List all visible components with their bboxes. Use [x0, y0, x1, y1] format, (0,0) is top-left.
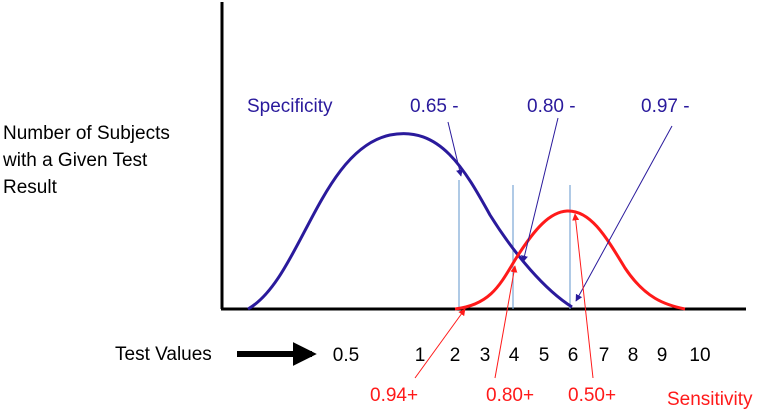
sensitivity-curve [454, 209, 686, 311]
y-axis-label-line-2: with a Given Test [2, 150, 148, 171]
tick-label: 5 [539, 345, 550, 366]
specificity-value-3: 0.97 - [641, 96, 690, 117]
sensitivity-value-3: 0.50+ [568, 385, 616, 406]
sensitivity-arrow-2 [494, 265, 518, 379]
tick-label: 10 [689, 345, 710, 366]
tick-labels: 0.5 1 2 3 4 5 6 7 8 9 10 [333, 345, 711, 366]
specificity-legend: Specificity [247, 96, 333, 117]
sensitivity-value-1: 0.94+ [370, 385, 418, 406]
sensitivity-arrow-3 [572, 213, 594, 379]
sensitivity-value-2: 0.80+ [486, 385, 534, 406]
tick-label: 0.5 [333, 345, 359, 366]
y-axis-label-line-1: Number of Subjects [3, 123, 170, 144]
specificity-arrow-3 [575, 125, 673, 302]
y-axis-label-line-3: Result [3, 177, 58, 198]
sensitivity-arrow-1 [414, 308, 466, 379]
tick-label: 4 [509, 345, 520, 366]
tick-label: 6 [568, 345, 579, 366]
tick-label: 8 [628, 345, 639, 366]
specificity-curve [247, 132, 573, 311]
tick-label: 1 [415, 345, 426, 366]
x-axis-label: Test Values [115, 344, 212, 365]
specificity-arrow-1 [447, 121, 463, 177]
tick-label: 3 [480, 345, 491, 366]
specificity-value-1: 0.65 - [410, 96, 459, 117]
specificity-value-2: 0.80 - [527, 96, 576, 117]
specificity-arrow-2 [521, 117, 559, 263]
tick-label: 2 [450, 345, 461, 366]
tick-label: 7 [599, 345, 610, 366]
tick-label: 9 [657, 345, 668, 366]
sensitivity-legend: Sensitivity [667, 389, 753, 410]
